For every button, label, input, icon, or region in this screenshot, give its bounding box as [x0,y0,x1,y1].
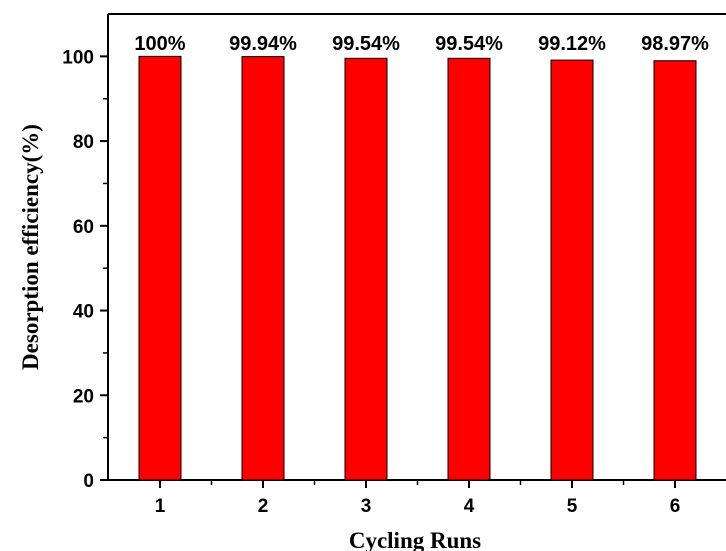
data-label: 100% [134,33,185,55]
x-axis: 1 2 3 4 5 6 [155,480,681,517]
data-label: 99.54% [435,33,503,55]
y-tick-label: 60 [73,217,94,238]
x-tick-label: 6 [670,496,681,517]
bar [447,57,491,481]
y-tick-label: 0 [83,471,94,492]
plot-frame [107,13,726,481]
data-label: 99.94% [229,33,297,55]
x-tick-label: 3 [361,496,372,517]
bar [550,59,594,481]
x-tick-label: 1 [155,496,166,517]
bar [138,55,182,481]
y-tick-label: 40 [73,302,94,323]
data-label: 98.97% [641,33,709,55]
y-tick-label: 20 [73,386,94,407]
y-axis-title: Desorption efficiency(%) [18,124,43,370]
bars [138,55,697,481]
y-tick-label: 80 [73,132,94,153]
data-label: 99.54% [332,33,400,55]
bar [344,57,388,481]
x-axis-title: Cycling Runs [349,528,481,551]
x-tick-label: 4 [464,496,475,517]
bar [241,56,285,481]
data-label: 99.12% [538,33,606,55]
x-tick-label: 2 [258,496,269,517]
bar [653,60,697,481]
x-tick-label: 5 [567,496,578,517]
y-axis: 0 20 40 60 80 100 [62,47,108,492]
y-tick-label: 100 [62,47,94,68]
data-labels: 100% 99.94% 99.54% 99.54% 99.12% 98.97% [134,33,709,55]
